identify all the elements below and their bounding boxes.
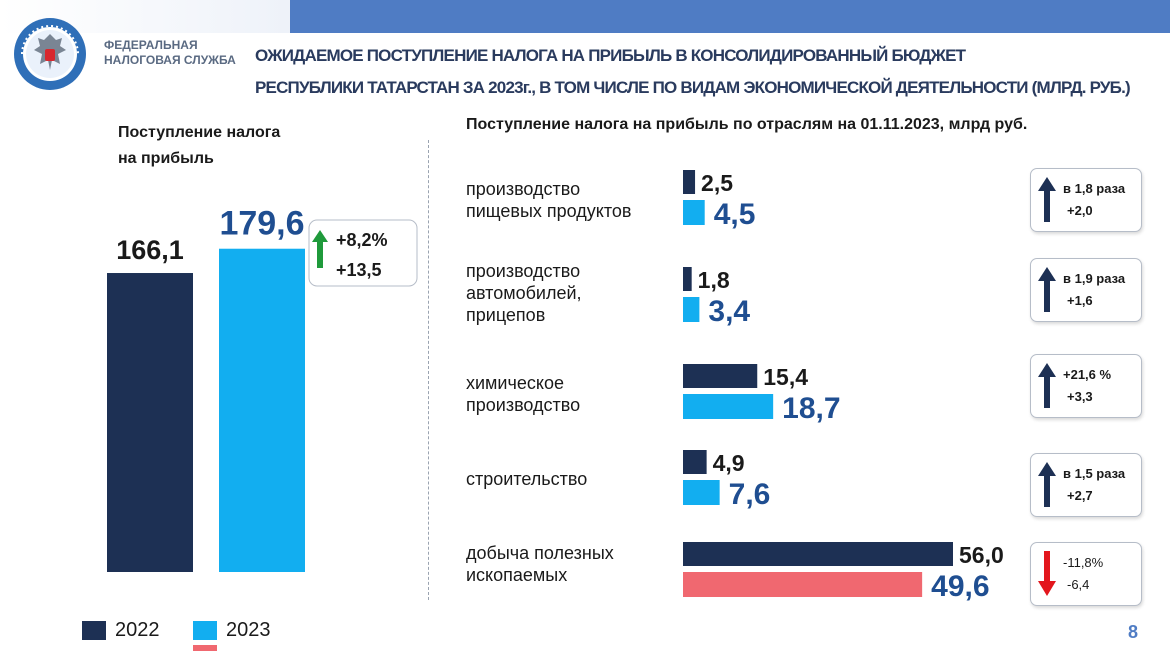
growth-box-row-1: в 1,9 раза +1,6 — [1030, 258, 1142, 322]
legend-swatch-decline — [193, 645, 217, 651]
bar-2022-row-1 — [683, 267, 692, 291]
value-label-2023-row-1: 3,4 — [708, 295, 750, 328]
value-label-2023-row-3: 7,6 — [729, 478, 771, 511]
down-arrow-icon — [1038, 551, 1056, 596]
growth-box-row-3: в 1,5 раза +2,7 — [1030, 453, 1142, 517]
category-label-row-2: химическое производство — [466, 372, 676, 416]
bar-2023-row-0 — [683, 200, 705, 225]
value-label-2022-row-2: 15,4 — [763, 364, 808, 390]
value-label-2022-row-1: 1,8 — [698, 267, 730, 293]
bar-total-label-2023: 179,6 — [219, 205, 304, 243]
category-label-line: производство — [466, 261, 581, 281]
bar-2022-row-2 — [683, 364, 758, 388]
legend-item-2023: 2023 — [193, 618, 303, 644]
total-change-box — [308, 219, 418, 287]
growth-amount-text: +1,6 — [1067, 293, 1093, 308]
growth-box-row-0: в 1,8 раза +2,0 — [1030, 168, 1142, 232]
bar-2023-row-4 — [683, 572, 923, 597]
left-chart-title-line2: на прибыль — [118, 150, 214, 167]
org-name: ФЕДЕРАЛЬНАЯ НАЛОГОВАЯ СЛУЖБА — [104, 38, 254, 68]
category-label-line: производство — [466, 395, 581, 415]
value-label-2022-row-3: 4,9 — [713, 450, 745, 476]
category-label-line: пищевых продуктов — [466, 201, 632, 221]
category-label-line: прицепов — [466, 305, 546, 325]
bar-2023-row-3 — [683, 480, 720, 505]
growth-ratio-text: +21,6 % — [1063, 367, 1112, 382]
growth-amount-text: -6,4 — [1067, 577, 1090, 592]
up-arrow-icon — [312, 230, 328, 268]
bar-2023-row-1 — [683, 297, 700, 322]
bar-2022-row-3 — [683, 450, 707, 474]
bar-2022-row-4 — [683, 542, 953, 566]
category-label-row-1: производство автомобилей, прицепов — [466, 260, 676, 326]
total-change-amount: +13,5 — [336, 260, 382, 280]
value-label-2022-row-0: 2,5 — [701, 170, 733, 196]
bar-total-2023 — [219, 248, 305, 572]
legend-label-2022: 2022 — [115, 619, 160, 641]
left-chart-title: Поступление налога на прибыль — [118, 120, 338, 172]
category-label-line: строительство — [466, 469, 588, 489]
org-name-line1: ФЕДЕРАЛЬНАЯ — [104, 38, 198, 52]
growth-amount-text: +2,7 — [1067, 488, 1093, 503]
section-divider — [428, 140, 429, 600]
up-arrow-icon — [1038, 462, 1056, 507]
right-chart-title: Поступление налога на прибыль по отрасля… — [466, 116, 1028, 133]
growth-box-row-4: -11,8% -6,4 — [1030, 542, 1142, 606]
left-chart-title-line1: Поступление налога — [118, 124, 281, 141]
growth-ratio-text: в 1,5 раза — [1063, 466, 1126, 481]
up-arrow-icon — [1038, 267, 1056, 312]
org-name-line2: НАЛОГОВАЯ СЛУЖБА — [104, 53, 236, 67]
category-label-row-3: строительство — [466, 468, 676, 490]
bar-total-label-2022: 166,1 — [116, 235, 184, 265]
category-label-line: химическое — [466, 373, 564, 393]
category-label-row-4: добыча полезных ископаемых — [466, 542, 676, 586]
fns-emblem-icon — [14, 18, 86, 90]
page-title-line1: ОЖИДАЕМОЕ ПОСТУПЛЕНИЕ НАЛОГА НА ПРИБЫЛЬ … — [255, 46, 966, 65]
category-label-row-0: производство пищевых продуктов — [466, 178, 676, 222]
up-arrow-icon — [1038, 177, 1056, 222]
up-arrow-icon — [1038, 363, 1056, 408]
legend-swatch-2023 — [193, 621, 217, 640]
header-bar — [290, 0, 1170, 33]
category-label-line: производство — [466, 179, 581, 199]
value-label-2023-row-4: 49,6 — [931, 570, 989, 603]
growth-ratio-text: в 1,9 раза — [1063, 271, 1126, 286]
legend-label-2023: 2023 — [226, 619, 271, 641]
growth-box-row-2: +21,6 % +3,3 — [1030, 354, 1142, 418]
value-label-2023-row-0: 4,5 — [714, 198, 756, 231]
value-label-2023-row-2: 18,7 — [782, 392, 840, 425]
total-change-percent: +8,2% — [336, 230, 388, 250]
growth-ratio-text: в 1,8 раза — [1063, 181, 1126, 196]
growth-amount-text: +2,0 — [1067, 203, 1093, 218]
value-label-2022-row-4: 56,0 — [959, 542, 1004, 568]
page-title-line2: РЕСПУБЛИКИ ТАТАРСТАН ЗА 2023г., В ТОМ ЧИ… — [255, 78, 1131, 97]
growth-ratio-text: -11,8% — [1063, 555, 1104, 570]
page-title: ОЖИДАЕМОЕ ПОСТУПЛЕНИЕ НАЛОГА НА ПРИБЫЛЬ … — [255, 40, 1160, 104]
growth-amount-text: +3,3 — [1067, 389, 1093, 404]
legend-item-2022: 2022 — [82, 618, 192, 644]
category-label-line: ископаемых — [466, 565, 568, 585]
bar-2023-row-2 — [683, 394, 774, 419]
bar-total-2022 — [107, 273, 193, 572]
category-label-line: добыча полезных — [466, 543, 614, 563]
legend-swatch-2022 — [82, 621, 106, 640]
category-label-line: автомобилей, — [466, 283, 582, 303]
bar-2022-row-0 — [683, 170, 696, 194]
page-number: 8 — [1128, 622, 1139, 642]
